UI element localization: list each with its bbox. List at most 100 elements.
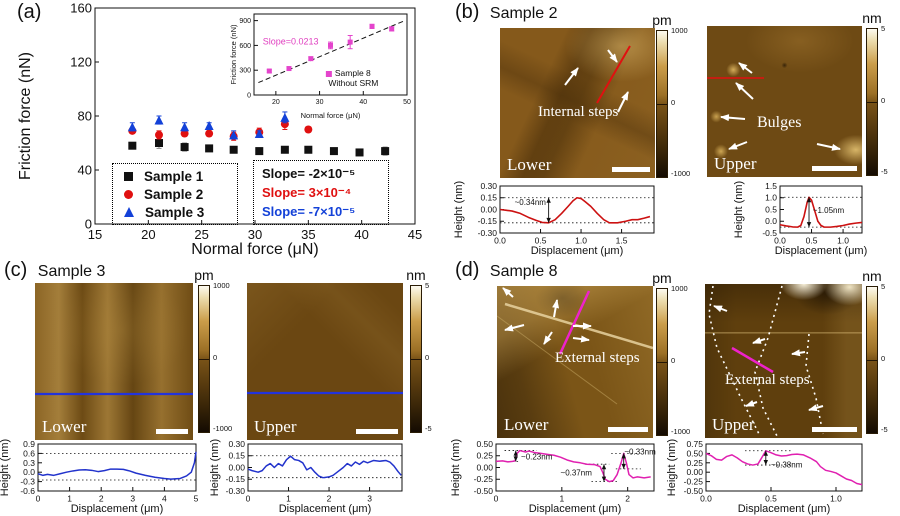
svg-text:Without SRM: Without SRM: [328, 78, 378, 88]
square-marker-icon: [124, 171, 133, 181]
region-tag: Upper: [254, 417, 297, 436]
colorbar-gradient: [656, 288, 668, 436]
region-tag: Lower: [504, 415, 549, 434]
afm-annotation-overlay: [707, 62, 841, 151]
annotation-arrow-icon: [713, 305, 728, 313]
profile-line: [558, 290, 591, 355]
svg-text:0: 0: [247, 92, 251, 99]
height-profile-chart-d-upper: 0.0 0.5 1.0 0.750.500.250.00-0.25-0.50 Displ…: [666, 439, 863, 515]
svg-text:1.5: 1.5: [765, 181, 777, 191]
colorbar-unit: pm: [652, 270, 672, 286]
svg-text:0.00: 0.00: [480, 204, 497, 214]
region-tag: Upper: [712, 415, 755, 434]
svg-text:~0.23nm: ~0.23nm: [521, 453, 553, 462]
colorbar-unit: pm: [194, 267, 214, 283]
annotation-arrow-icon: [808, 404, 824, 412]
panel-b-title: (b) Sample 2: [455, 1, 558, 24]
svg-text:-0.25: -0.25: [474, 474, 494, 484]
svg-text:40: 40: [354, 227, 368, 242]
annotation-arrow-icon: [720, 114, 746, 122]
colorbar-tick: 1000: [213, 281, 230, 290]
svg-text:0.3: 0.3: [23, 458, 35, 468]
panel-a-label: (a): [17, 1, 41, 24]
region-tag: Lower: [42, 417, 87, 436]
svg-text:900: 900: [239, 18, 251, 25]
external-steps-label: External steps: [555, 350, 640, 366]
colorbar-tick: 5: [881, 282, 886, 291]
svg-text:~0.34nm: ~0.34nm: [515, 198, 547, 207]
svg-text:80: 80: [78, 109, 92, 124]
legend-item-sample3: Sample 3: [121, 203, 229, 221]
svg-text:120: 120: [70, 55, 92, 70]
colorbar-unit: pm: [652, 12, 672, 28]
svg-text:0.5: 0.5: [765, 204, 777, 214]
svg-text:Friction force (nN): Friction force (nN): [229, 24, 238, 85]
colorbar-tick: 0: [425, 353, 430, 362]
external-steps-label: External steps: [725, 372, 810, 388]
slope-label-sample1: Slope= -2×10⁻⁵: [262, 166, 356, 181]
svg-text:1: 1: [286, 494, 291, 504]
svg-text:-0.30: -0.30: [478, 228, 498, 238]
svg-text:15: 15: [88, 227, 102, 242]
panel-sample-name: Sample 2: [489, 5, 558, 22]
svg-text:Sample 8: Sample 8: [335, 68, 371, 78]
legend-label-sample3: Sample 3: [145, 204, 205, 220]
annotation-arrow-icon: [564, 67, 579, 86]
svg-text:0.30: 0.30: [228, 439, 245, 449]
svg-text:0: 0: [85, 217, 92, 232]
annotation-arrow-icon: [502, 287, 514, 298]
svg-text:-0.15: -0.15: [226, 474, 246, 484]
afm-image-sample3-upper: Upper: [247, 283, 403, 440]
panel-letter: (d): [455, 259, 480, 281]
svg-text:Displacement (μm): Displacement (μm): [529, 503, 622, 515]
svg-text:2: 2: [327, 494, 332, 504]
svg-text:3: 3: [130, 494, 135, 504]
svg-text:160: 160: [70, 1, 92, 16]
scale-bar: [812, 166, 857, 171]
svg-text:0.0: 0.0: [494, 236, 506, 246]
svg-text:Slope=0.0213: Slope=0.0213: [263, 37, 319, 47]
svg-text:0.00: 0.00: [686, 467, 703, 477]
colorbar-gradient: [866, 28, 878, 176]
svg-text:Height (nm): Height (nm): [209, 439, 221, 496]
svg-text:40: 40: [359, 99, 367, 106]
slope-label-sample3: Slope= -7×10⁻⁵: [262, 204, 356, 219]
legend-slopes: Slope= -2×10⁻⁵ Slope= 3×10⁻⁴ Slope= -7×1…: [253, 160, 389, 225]
legend-label-sample2: Sample 2: [144, 186, 204, 202]
svg-text:0.15: 0.15: [228, 451, 245, 461]
svg-text:Height (nm): Height (nm): [666, 439, 678, 496]
svg-text:20: 20: [141, 227, 155, 242]
annotation-arrow-icon: [504, 324, 525, 332]
svg-text:0.0: 0.0: [774, 236, 786, 246]
svg-text:0.25: 0.25: [476, 451, 493, 461]
annotation-arrow-icon: [607, 49, 618, 63]
afm-annotation-overlay: [564, 45, 631, 113]
annotation-arrow-icon: [735, 82, 754, 100]
svg-text:Normal force (μN): Normal force (μN): [301, 111, 361, 120]
svg-text:-0.5: -0.5: [762, 228, 777, 238]
colorbar-tick: -1000: [671, 427, 691, 436]
svg-text:-0.30: -0.30: [226, 486, 246, 496]
afm-image-sample8-lower: External steps Lower: [497, 286, 653, 438]
svg-text:20: 20: [272, 99, 280, 106]
colorbar-gradient: [866, 286, 878, 434]
svg-text:1.0: 1.0: [575, 236, 587, 246]
main-scatter-chart: 15 20 25 30 35 40 45 0 40 80 120 160 Normal force (μ…: [17, 1, 422, 258]
svg-text:0: 0: [494, 494, 499, 504]
scale-bar: [608, 427, 648, 432]
svg-text:2: 2: [625, 494, 630, 504]
panel-sample-name: Sample 8: [489, 263, 558, 280]
svg-text:300: 300: [239, 68, 251, 75]
svg-text:0.50: 0.50: [686, 448, 703, 458]
colorbar-pm: pm 1000 0 -1000: [652, 12, 702, 182]
annotation-arrow-icon: [728, 141, 748, 150]
panel-sample-name: Sample 3: [37, 263, 106, 280]
colorbar-tick: 0: [213, 353, 218, 362]
svg-text:0.9: 0.9: [23, 439, 35, 449]
region-tag: Upper: [714, 154, 757, 173]
panel-letter: (b): [455, 1, 480, 23]
domain-boundary-dotted-line: [754, 285, 783, 437]
height-profile-chart-d-lower: 0 1 2 0.50 0.250.00 -0.25 -0.50 Displacement (μ…: [450, 439, 656, 515]
svg-text:Displacement (μm): Displacement (μm): [279, 503, 372, 515]
